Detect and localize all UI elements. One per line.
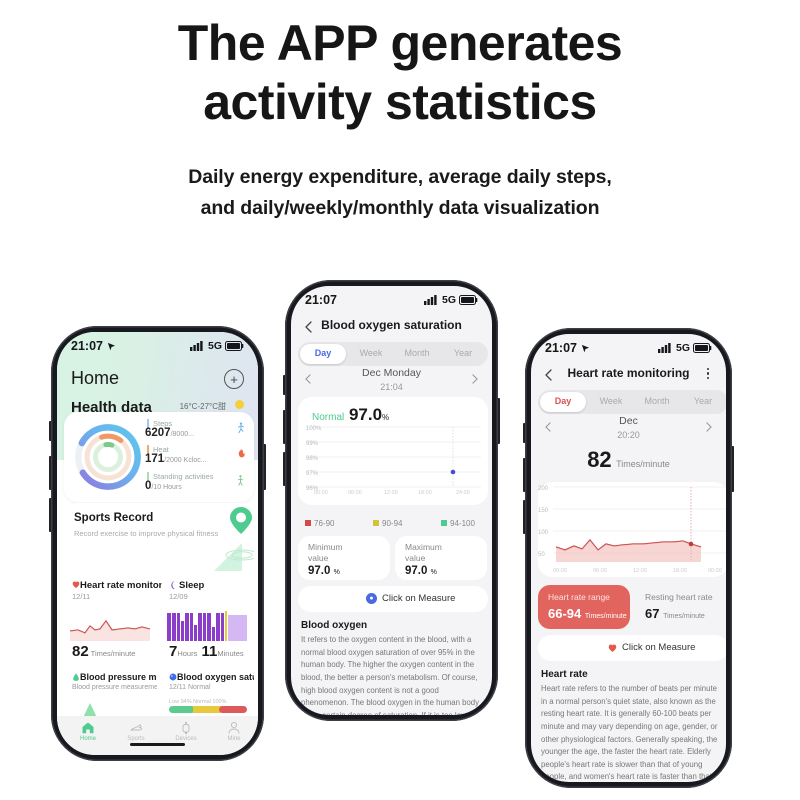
svg-text:06:00: 06:00: [593, 568, 607, 574]
svg-text:00:00: 00:00: [553, 568, 567, 574]
svg-text:12:00: 12:00: [384, 490, 398, 495]
svg-text:18:00: 18:00: [673, 568, 687, 574]
svg-text:00:00: 00:00: [314, 490, 328, 495]
svg-text:06:00: 06:00: [348, 490, 362, 495]
svg-text:24:00: 24:00: [456, 490, 470, 495]
svg-text:150: 150: [538, 508, 549, 514]
svg-text:100%: 100%: [306, 426, 322, 432]
svg-text:100: 100: [538, 530, 549, 536]
svg-text:12:00: 12:00: [633, 568, 647, 574]
svg-text:18:00: 18:00: [418, 490, 432, 495]
svg-text:00:00: 00:00: [708, 568, 722, 574]
svg-text:98%: 98%: [306, 456, 319, 462]
svg-text:50: 50: [538, 552, 545, 558]
svg-text:97%: 97%: [306, 471, 319, 477]
svg-text:99%: 99%: [306, 441, 319, 447]
svg-text:200: 200: [538, 486, 549, 492]
